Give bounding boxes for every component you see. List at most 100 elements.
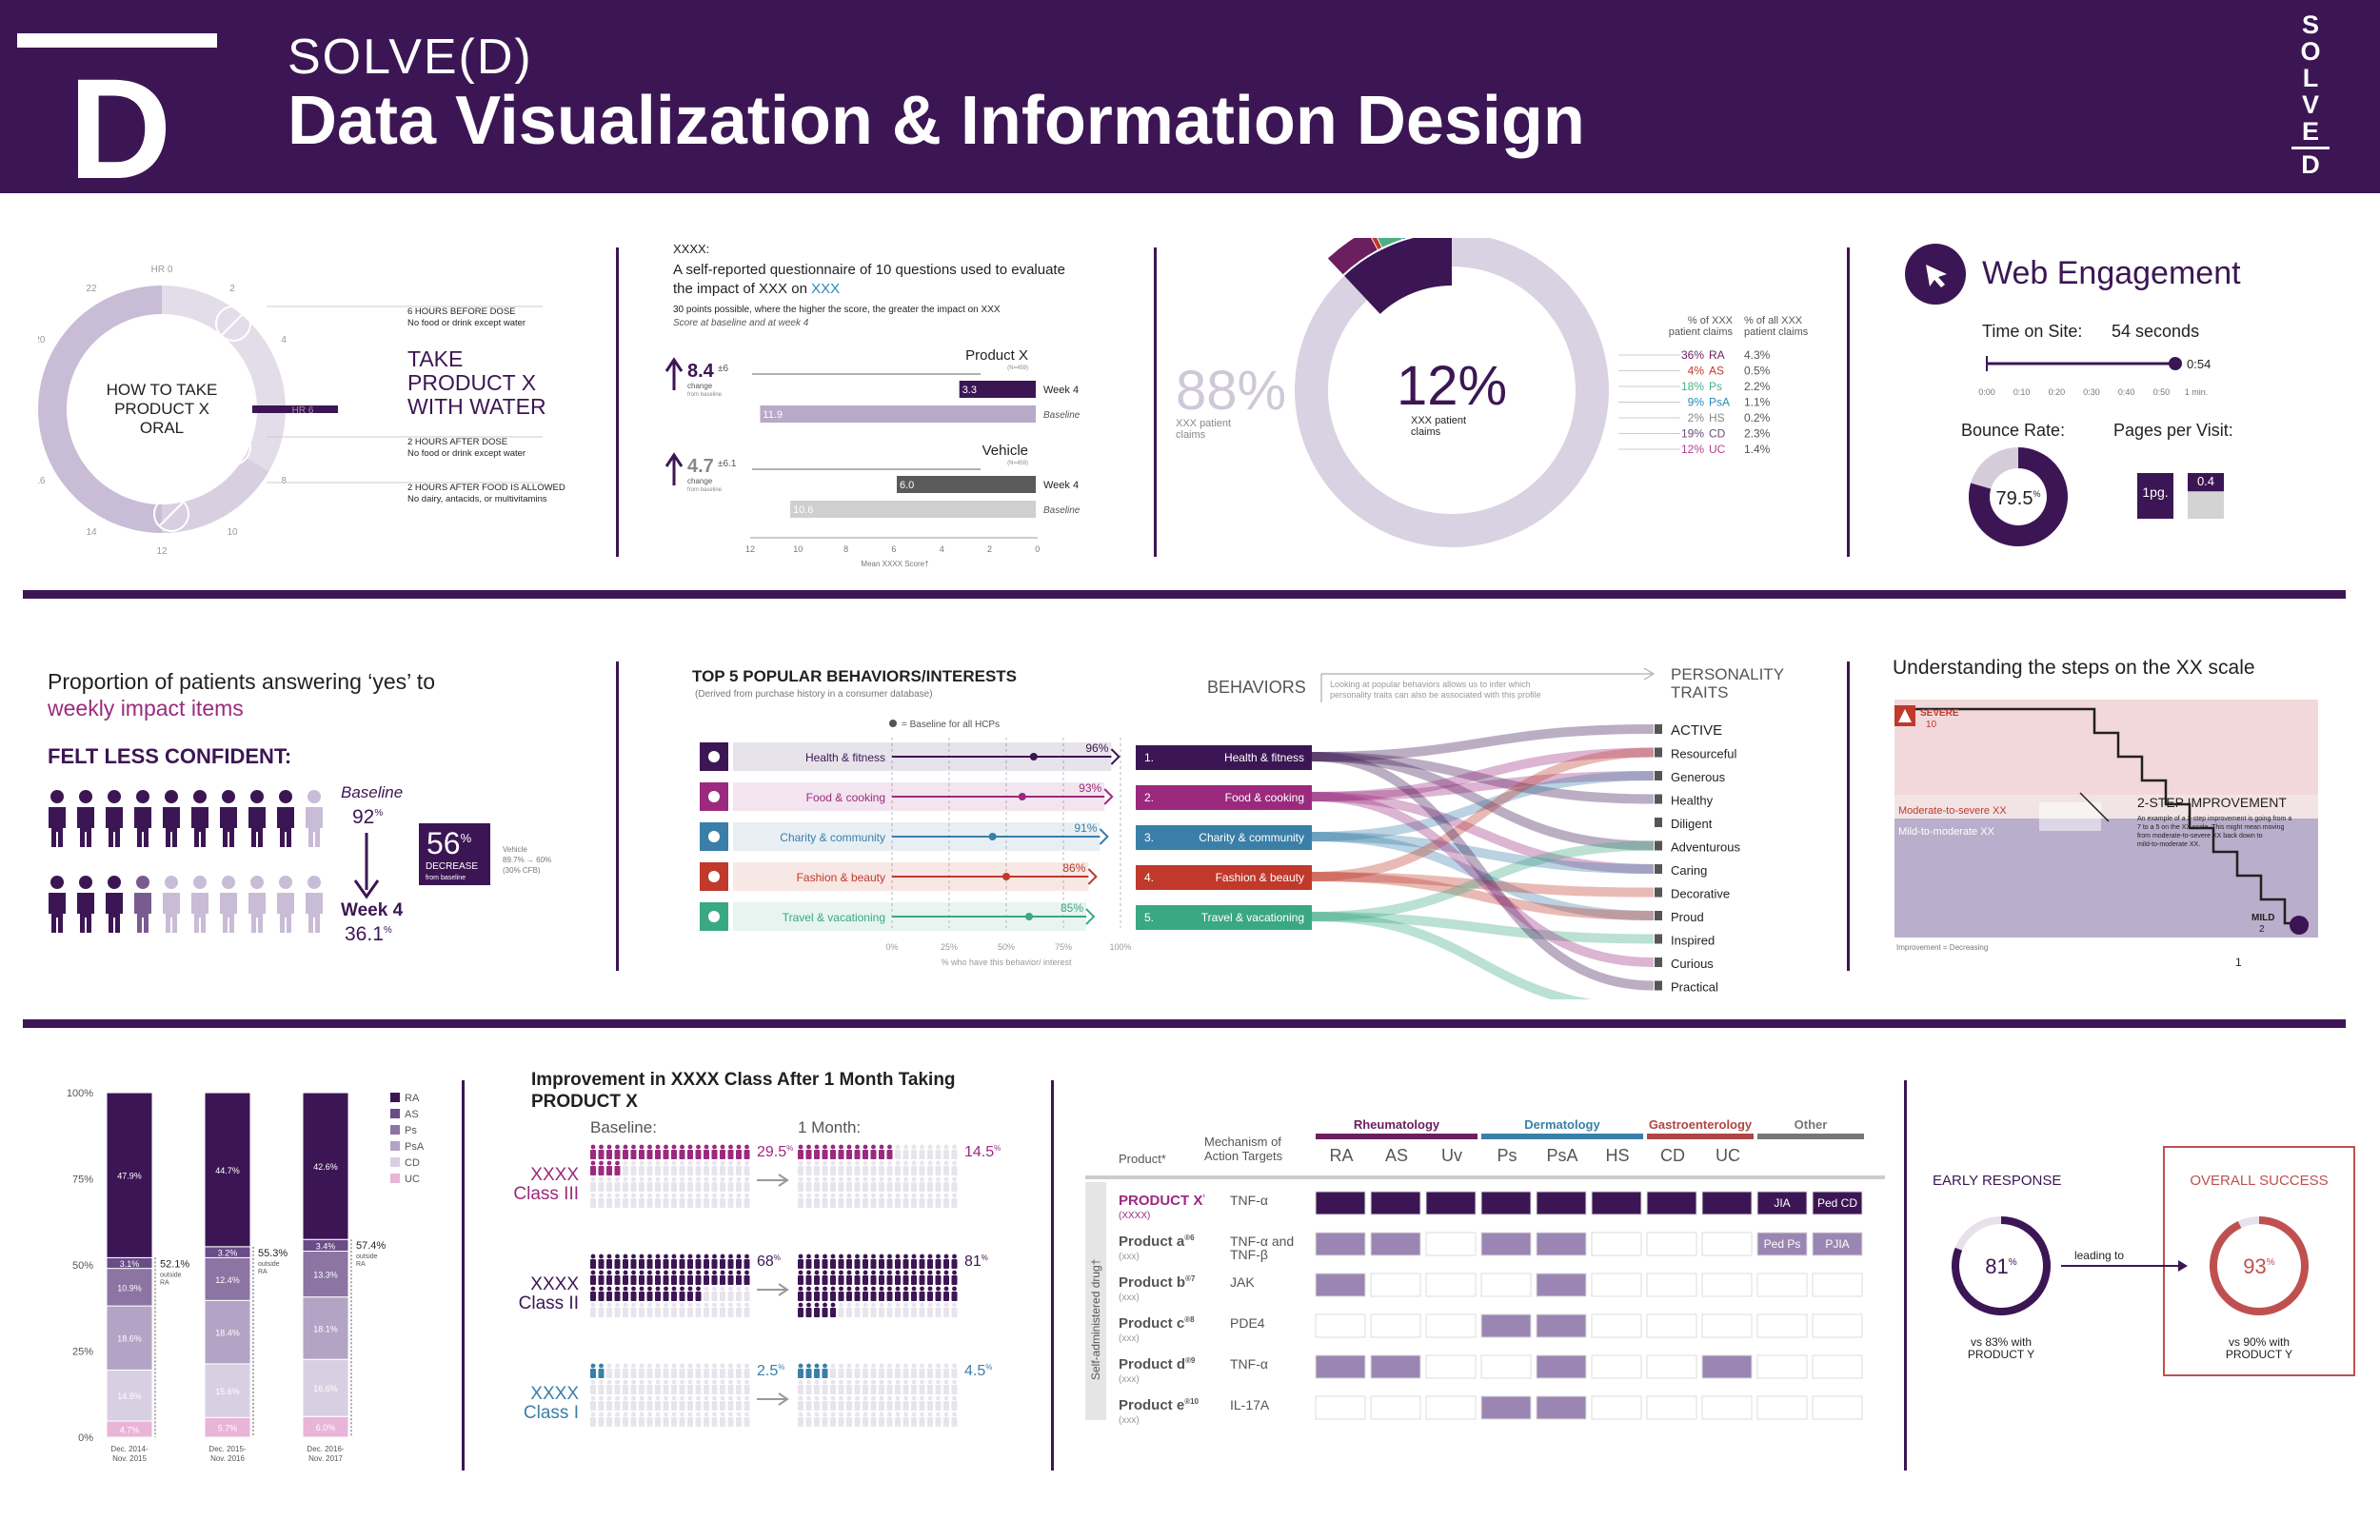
pict-head xyxy=(887,1193,892,1198)
pict-head xyxy=(590,1363,596,1369)
legend-label: CD xyxy=(405,1157,420,1169)
pict-head xyxy=(839,1160,843,1166)
compare-arrowhead xyxy=(778,1283,789,1296)
y-tick: 0% xyxy=(78,1432,93,1444)
ranked-num: 5. xyxy=(1144,911,1154,924)
pict-head xyxy=(798,1302,803,1308)
pict-head xyxy=(615,1254,620,1259)
pict-body xyxy=(687,1417,693,1427)
matrix-cell xyxy=(1425,1395,1477,1420)
person-week4 xyxy=(191,876,208,933)
pict-body xyxy=(927,1401,933,1411)
pict-body xyxy=(655,1198,661,1208)
pict-head xyxy=(647,1270,652,1275)
stack-seg-CD xyxy=(302,1358,349,1417)
pict-head xyxy=(631,1144,636,1150)
mild-num: 2 xyxy=(2259,924,2265,935)
pict-body xyxy=(870,1401,877,1411)
mild-mod-label: Mild-to-moderate XX xyxy=(1898,826,1995,838)
trait-name: Diligent xyxy=(1671,817,1713,831)
pict-head xyxy=(879,1412,884,1417)
pict-head xyxy=(590,1144,596,1150)
person-head xyxy=(108,876,121,889)
cursor-arrow xyxy=(1926,265,1947,287)
pict-body xyxy=(655,1150,661,1159)
group-bar xyxy=(1757,1134,1864,1139)
pict-body xyxy=(943,1150,949,1159)
pict-body xyxy=(951,1385,958,1394)
pict-body xyxy=(798,1166,803,1175)
x-label: Nov. 2015 xyxy=(112,1454,147,1463)
pict-head xyxy=(830,1363,836,1369)
pict-head xyxy=(606,1176,612,1182)
product-name: Product e®10 xyxy=(1119,1397,1200,1413)
seg-label: 4.7% xyxy=(120,1425,140,1434)
pict-head xyxy=(720,1160,725,1166)
pict-body xyxy=(895,1292,901,1301)
pict-body xyxy=(886,1150,893,1159)
pict-head xyxy=(887,1176,892,1182)
legend-label: RA xyxy=(405,1093,420,1104)
matrix-cell xyxy=(1536,1395,1587,1420)
pict-body xyxy=(943,1385,949,1394)
pict-head xyxy=(863,1412,868,1417)
pict-head xyxy=(943,1363,949,1369)
seg-label: 15.6% xyxy=(215,1387,240,1396)
pict-body xyxy=(679,1259,685,1269)
person-body xyxy=(49,807,66,847)
person-baseline xyxy=(248,790,266,847)
legend-swatch xyxy=(390,1141,400,1151)
pict-head xyxy=(606,1379,612,1385)
early-sub: PRODUCT Y xyxy=(1968,1348,2034,1361)
pict-body xyxy=(671,1292,677,1301)
pict-body xyxy=(695,1385,702,1394)
pict-body xyxy=(838,1150,844,1159)
other-cell xyxy=(1756,1395,1808,1420)
pict-body xyxy=(663,1401,669,1411)
pict-body xyxy=(655,1292,661,1301)
pict-body xyxy=(919,1308,925,1317)
trait-marker xyxy=(1655,818,1662,827)
pict-body xyxy=(854,1259,861,1269)
sankey-link xyxy=(1311,724,1655,761)
pict-body xyxy=(902,1166,909,1175)
pict-body xyxy=(736,1259,742,1269)
pict-head xyxy=(911,1302,917,1308)
pict-head xyxy=(830,1379,836,1385)
pict-body xyxy=(927,1275,933,1285)
pict-head xyxy=(728,1286,733,1292)
hour-label: 4 xyxy=(281,335,287,346)
pict-body xyxy=(911,1150,917,1159)
matrix-cell xyxy=(1370,1232,1421,1256)
ranked-label: Health & fitness xyxy=(1224,751,1304,764)
improve-text: from moderate-to-severe XX back down to xyxy=(2137,833,2263,839)
pict-body xyxy=(720,1182,725,1192)
person-baseline xyxy=(306,790,323,847)
pict-body xyxy=(630,1166,637,1175)
pict-body xyxy=(606,1369,612,1378)
pict-head xyxy=(952,1412,957,1417)
bounce-value: 79.5% xyxy=(1996,488,2041,509)
pict-body xyxy=(695,1417,702,1427)
table-rule xyxy=(1085,1175,1885,1179)
early-value: 81% xyxy=(1985,1254,2016,1278)
pict-head xyxy=(680,1193,684,1198)
pict-head xyxy=(712,1193,717,1198)
person-head xyxy=(165,876,178,889)
pict-head xyxy=(712,1412,717,1417)
pict-body xyxy=(704,1308,709,1317)
pict-body xyxy=(671,1198,677,1208)
pict-body xyxy=(606,1182,612,1192)
change-value: 4.7 xyxy=(687,456,714,477)
pict-body xyxy=(590,1150,596,1159)
header-banner: D SOLVE(D) Data Visualization & Informat… xyxy=(0,0,2380,200)
pict-head xyxy=(744,1302,749,1308)
pict-body xyxy=(846,1259,852,1269)
pict-body xyxy=(822,1182,828,1192)
person-baseline xyxy=(191,790,208,847)
pict-head xyxy=(655,1302,661,1308)
pict-body xyxy=(646,1150,653,1159)
seg-label: 14.8% xyxy=(117,1392,142,1401)
pict-head xyxy=(846,1254,852,1259)
